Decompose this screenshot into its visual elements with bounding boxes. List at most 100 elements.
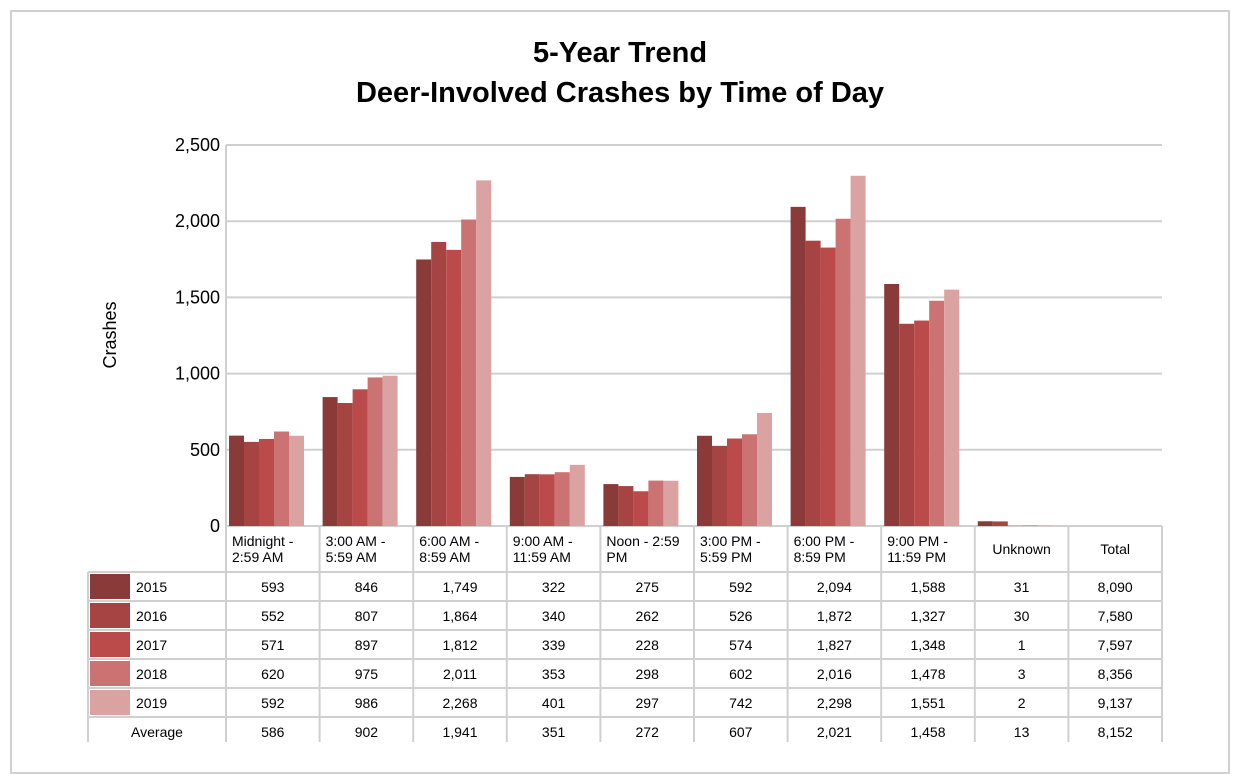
- bar: [461, 220, 476, 526]
- legend-swatch: [90, 603, 130, 628]
- legend-label: 2017: [134, 630, 226, 659]
- table-cell: 1,588: [881, 572, 975, 601]
- legend-swatch: [90, 690, 130, 715]
- table-cell: 275: [600, 572, 694, 601]
- table-cell: 353: [507, 659, 601, 688]
- bar: [353, 389, 368, 526]
- bar: [648, 481, 663, 526]
- bar: [383, 376, 398, 526]
- table-cell: 8,090: [1068, 572, 1162, 601]
- table-cell: 297: [600, 688, 694, 717]
- table-cell: 742: [694, 688, 788, 717]
- y-axis-label: Crashes: [100, 301, 120, 368]
- bar: [259, 439, 274, 526]
- chart-title: 5-Year Trend: [533, 37, 707, 69]
- table-cell: 2,268: [413, 688, 507, 717]
- bar: [944, 290, 959, 526]
- table-cell: 592: [226, 688, 320, 717]
- table-cell: 986: [320, 688, 414, 717]
- bar: [914, 321, 929, 526]
- bar: [510, 477, 525, 526]
- bar: [663, 481, 678, 526]
- bar: [884, 284, 899, 526]
- bar: [742, 434, 757, 526]
- table-cell: 897: [320, 630, 414, 659]
- table-cell: 7,580: [1068, 601, 1162, 630]
- table-cell: 2: [975, 688, 1069, 717]
- table-cell: 298: [600, 659, 694, 688]
- y-tick-label: 0: [210, 516, 220, 536]
- table-cell: 2,298: [788, 688, 882, 717]
- table-cell: 552: [226, 601, 320, 630]
- table-cell: 322: [507, 572, 601, 601]
- table-cell: 401: [507, 688, 601, 717]
- bar: [899, 324, 914, 526]
- table-cell: 2,094: [788, 572, 882, 601]
- y-tick-label: 2,500: [175, 135, 220, 155]
- y-tick-label: 1,000: [175, 364, 220, 384]
- table-cell: 340: [507, 601, 601, 630]
- bar: [697, 436, 712, 526]
- table-cell: 1,348: [881, 630, 975, 659]
- table-cell: 602: [694, 659, 788, 688]
- table-cell: 31: [975, 572, 1069, 601]
- bar: [929, 301, 944, 526]
- table-cell: 3: [975, 659, 1069, 688]
- table-cell: 592: [694, 572, 788, 601]
- column-header: Noon - 2:59 PM: [600, 526, 694, 572]
- table-cell: 228: [600, 630, 694, 659]
- bar: [757, 413, 772, 526]
- legend-swatch: [90, 574, 130, 599]
- chart-subtitle: Deer-Involved Crashes by Time of Day: [356, 77, 884, 109]
- legend-label: 2016: [134, 601, 226, 630]
- bar: [555, 472, 570, 526]
- bar: [431, 242, 446, 526]
- bar: [289, 436, 304, 526]
- legend-swatch: [90, 632, 130, 657]
- bar: [229, 436, 244, 526]
- column-header: 6:00 AM - 8:59 AM: [413, 526, 507, 572]
- table-cell: 807: [320, 601, 414, 630]
- column-header: 3:00 PM - 5:59 PM: [694, 526, 788, 572]
- table-cell: 2,016: [788, 659, 882, 688]
- table-cell: 1,872: [788, 601, 882, 630]
- bar: [791, 207, 806, 526]
- bar: [274, 432, 289, 526]
- bar: [821, 248, 836, 526]
- bar: [446, 250, 461, 526]
- bar: [836, 219, 851, 526]
- table-cell: 526: [694, 601, 788, 630]
- table-cell: 2,011: [413, 659, 507, 688]
- column-header: 9:00 AM - 11:59 AM: [507, 526, 601, 572]
- table-cell: 1,327: [881, 601, 975, 630]
- table-cell: 574: [694, 630, 788, 659]
- bar: [416, 259, 431, 526]
- bar: [851, 176, 866, 526]
- column-header: 6:00 PM - 8:59 PM: [788, 526, 882, 572]
- y-tick-label: 2,000: [175, 211, 220, 231]
- column-header: Total: [1068, 526, 1162, 572]
- table-cell: 1: [975, 630, 1069, 659]
- table-cell: 1,749: [413, 572, 507, 601]
- column-header: Midnight - 2:59 AM: [226, 526, 320, 572]
- legend-label: 2019: [134, 688, 226, 717]
- bar: [603, 484, 618, 526]
- table-cell: 1,812: [413, 630, 507, 659]
- bar: [727, 439, 742, 526]
- table-cell: 571: [226, 630, 320, 659]
- bar: [540, 474, 555, 526]
- table-cell: 620: [226, 659, 320, 688]
- bar: [806, 241, 821, 526]
- bar: [570, 465, 585, 526]
- bar: [368, 377, 383, 526]
- table-cell: 30: [975, 601, 1069, 630]
- legend-label: 2018: [134, 659, 226, 688]
- page: 5-Year Trend Deer-Involved Crashes by Ti…: [0, 0, 1238, 742]
- table-cell: 1,864: [413, 601, 507, 630]
- y-tick-label: 1,500: [175, 287, 220, 307]
- bar: [338, 403, 353, 526]
- y-tick-label: 500: [190, 440, 220, 460]
- bar: [323, 397, 338, 526]
- bar: [618, 486, 633, 526]
- table-cell: 1,478: [881, 659, 975, 688]
